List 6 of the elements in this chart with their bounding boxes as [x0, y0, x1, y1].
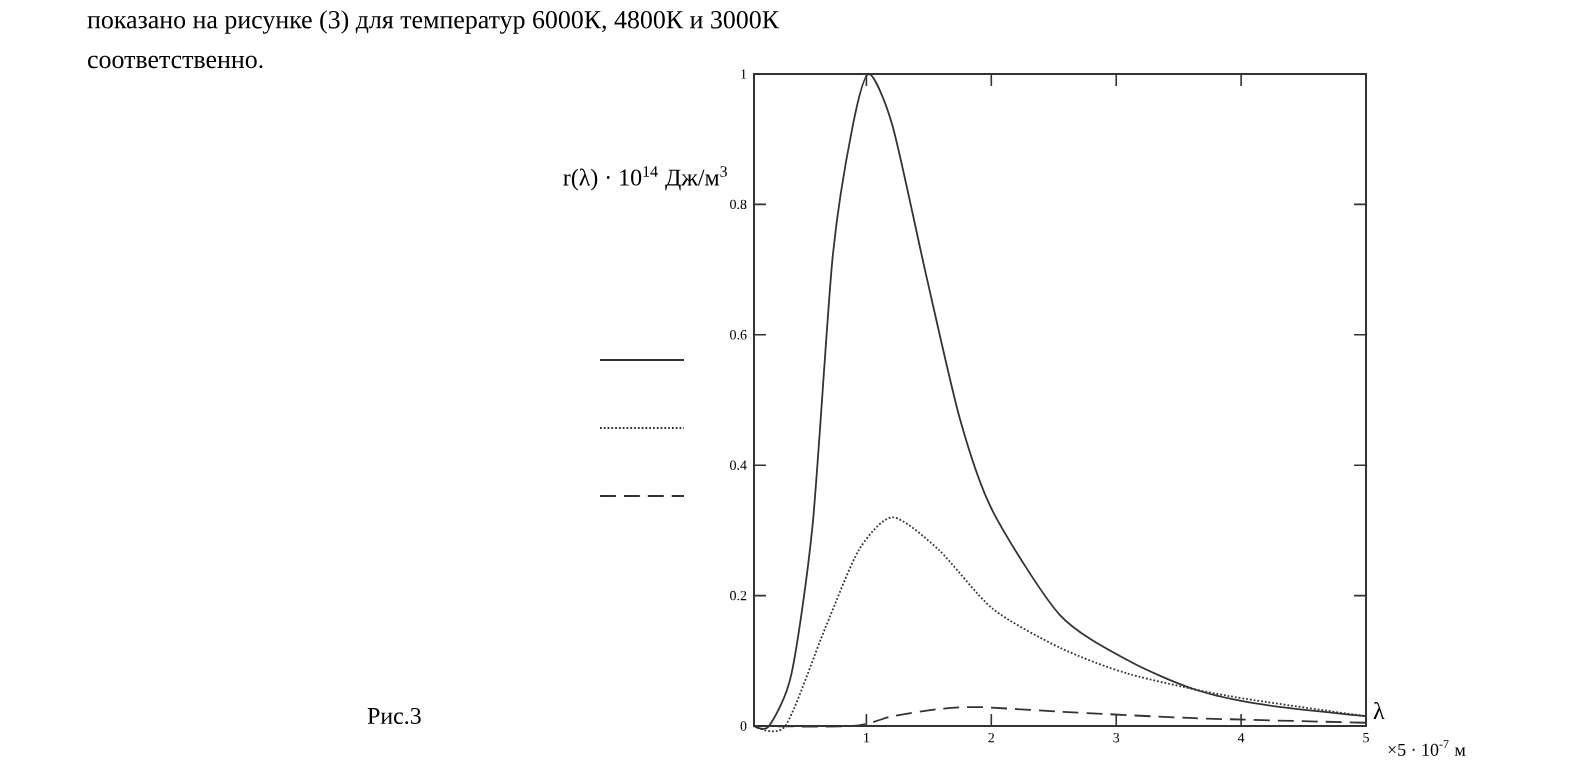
text: Рис.3 [367, 707, 421, 725]
text: показано на рисунке (3) для температур 6000К, 4800К и 3000К [87, 10, 780, 34]
text: соответственно. [88, 55, 263, 69]
y-axis-title: r(λ) · 10$^{14}$ Дж/м$^{3}$ [563, 166, 727, 191]
x-axis-title: λ [1373, 702, 1385, 719]
text: ×5 · 10$^{-7}$ м [1388, 740, 1466, 756]
